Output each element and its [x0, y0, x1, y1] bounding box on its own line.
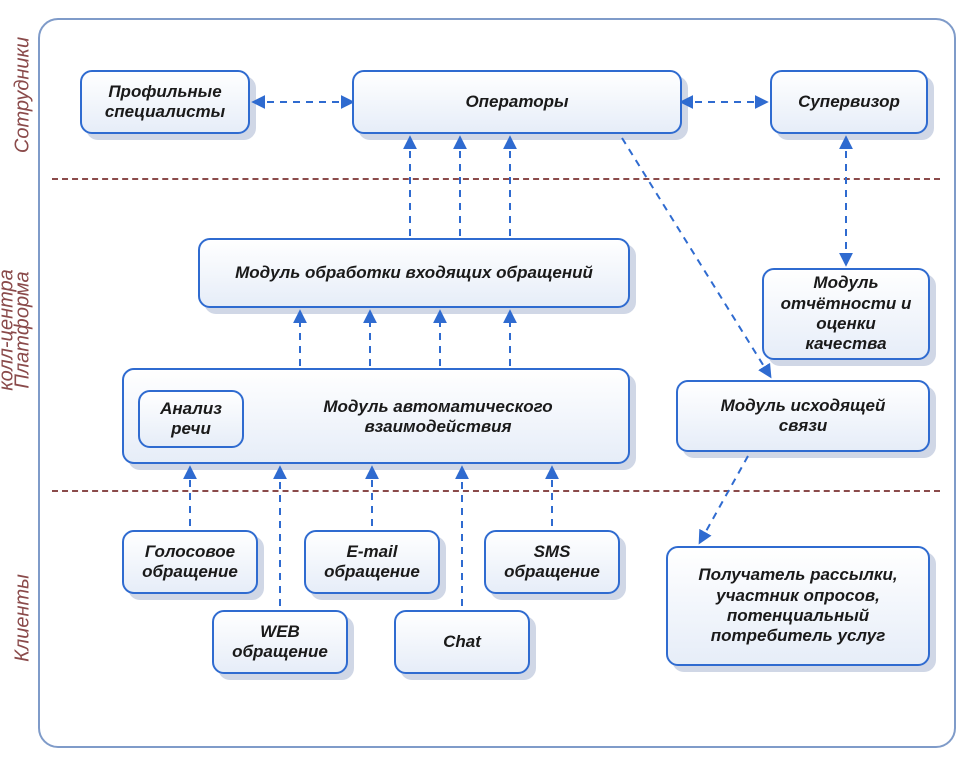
node-recipient: Получатель рассылки,участник опросов,пот… [666, 546, 930, 666]
diagram-canvas: Профильныеспециалисты Операторы Супервизор… [0, 0, 966, 757]
lane-label: Сотрудники [12, 37, 35, 153]
node-supervisor: Супервизор [770, 70, 928, 134]
lane-label: колл-центра [0, 269, 19, 391]
node-label: E-mailобращение [316, 542, 428, 583]
node-inbound_module: Модуль обработки входящих обращений [198, 238, 630, 308]
node-email: E-mailобращение [304, 530, 440, 594]
node-label: Получатель рассылки,участник опросов,пот… [678, 565, 918, 647]
node-label: SMSобращение [496, 542, 608, 583]
node-label: Профильныеспециалисты [92, 82, 238, 123]
lane-divider [52, 490, 940, 492]
node-label: Модуль обработки входящих обращений [210, 263, 618, 283]
node-operators: Операторы [352, 70, 682, 134]
lane-divider [52, 178, 940, 180]
node-sms: SMSобращение [484, 530, 620, 594]
node-label: Операторы [364, 92, 670, 112]
node-specialists: Профильныеспециалисты [80, 70, 250, 134]
node-label: Chat [406, 632, 518, 652]
node-label: Модульотчётности иоценки качества [774, 273, 918, 355]
node-label: Модуль исходящейсвязи [688, 396, 918, 437]
node-auto_module: Модуль автоматическоговзаимодействия [252, 380, 624, 454]
node-label: Модуль автоматическоговзаимодействия [262, 397, 614, 438]
node-voice: Голосовоеобращение [122, 530, 258, 594]
node-label: Супервизор [782, 92, 916, 112]
node-label: Анализречи [150, 399, 232, 440]
node-chat: Chat [394, 610, 530, 674]
node-outbound_module: Модуль исходящейсвязи [676, 380, 930, 452]
node-label: WEBобращение [224, 622, 336, 663]
node-speech: Анализречи [138, 390, 244, 448]
node-report_module: Модульотчётности иоценки качества [762, 268, 930, 360]
lane-label: Клиенты [12, 574, 35, 662]
node-web: WEBобращение [212, 610, 348, 674]
node-label: Голосовоеобращение [134, 542, 246, 583]
